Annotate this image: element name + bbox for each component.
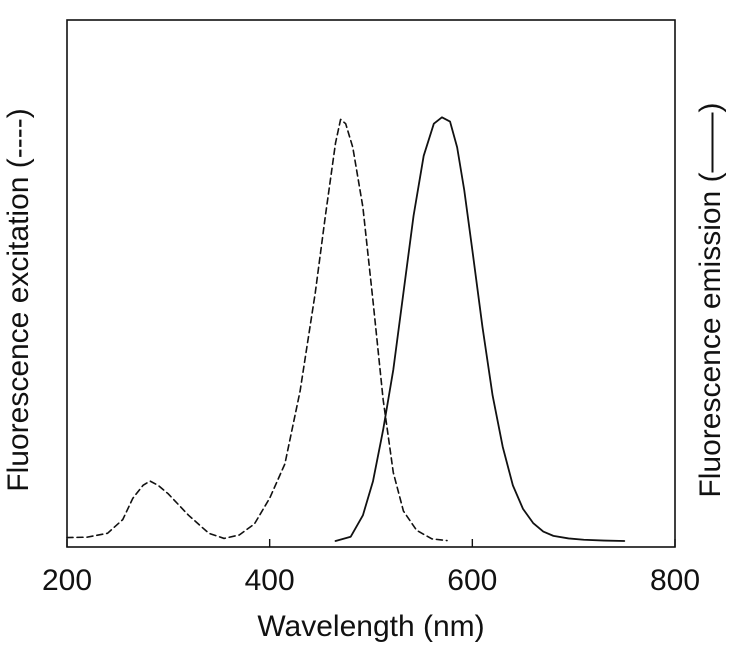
excitation-series-line [66,118,448,542]
x-tick-label-400: 400 [245,564,295,597]
emission-series-line [334,116,626,542]
x-tick-label-200: 200 [42,564,92,597]
right-y-axis-label: Fluorescence emission (——) [694,102,727,497]
x-tick-label-600: 600 [447,564,497,597]
x-tick-label-800: 800 [650,564,700,597]
x-axis-label: Wavelength (nm) [257,610,484,643]
left-y-axis-label: Fluorescence excitation (----) [2,108,35,491]
plot-lines [66,116,626,542]
plot-frame [66,19,676,548]
x-axis-ticks: 200 400 600 800 [42,539,700,597]
